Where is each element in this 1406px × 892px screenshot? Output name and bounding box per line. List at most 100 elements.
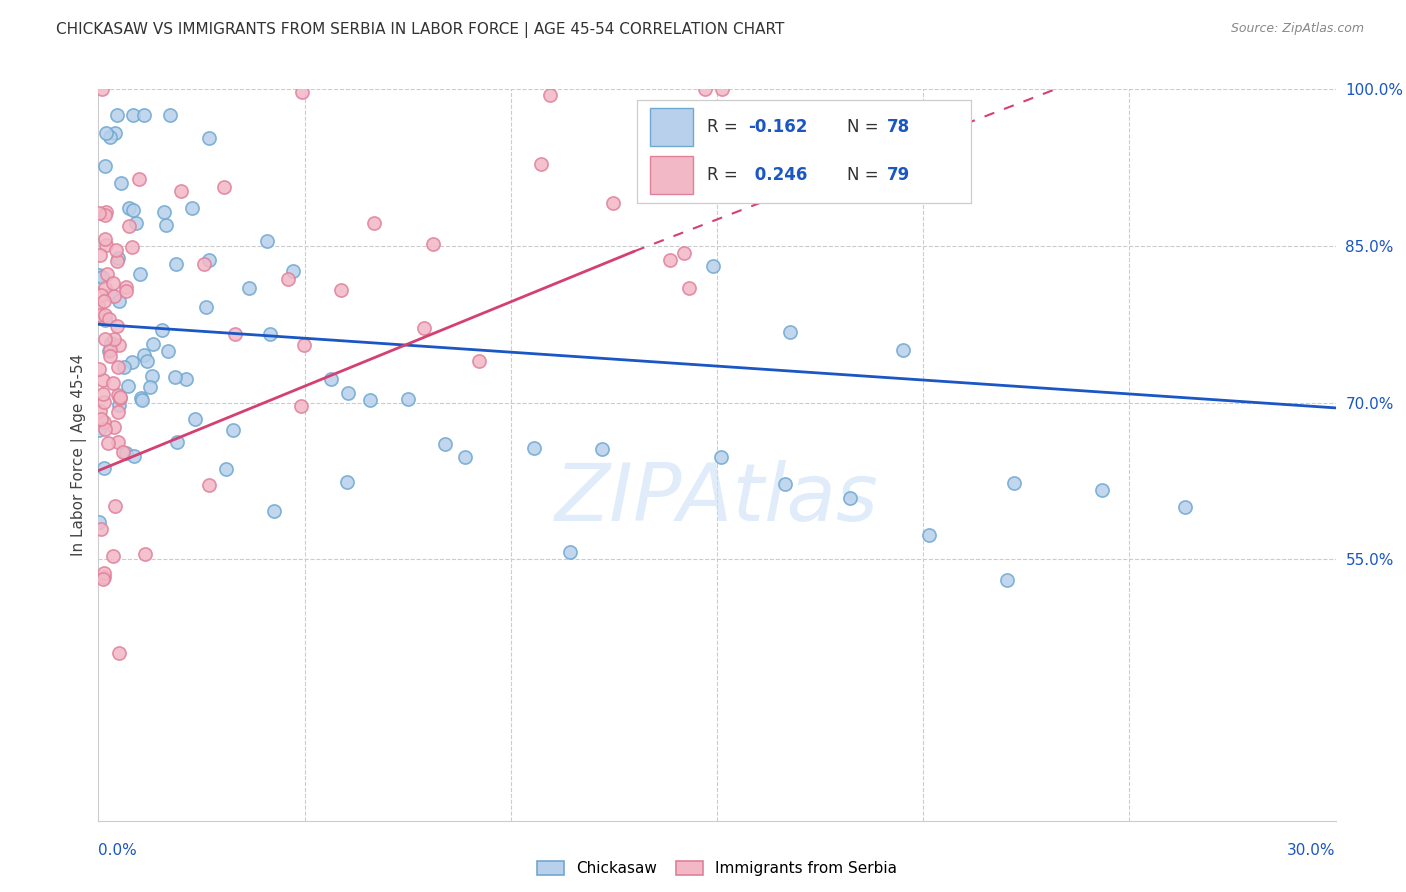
Point [105,108,128,122]
Point [197,131,219,145]
Point [170,184,193,198]
Point [259,327,281,342]
Point [112,444,135,458]
Point [108,390,131,404]
Point [100,336,122,351]
Point [702,259,724,273]
Point [87,206,110,220]
Point [87,423,110,437]
Point [93,395,115,409]
Point [107,337,129,351]
Point [538,88,561,103]
Point [152,204,174,219]
Point [434,437,457,451]
Point [118,201,141,215]
Point [422,236,444,251]
Point [181,202,204,216]
Point [773,477,796,491]
Point [1002,475,1025,490]
Point [100,287,122,301]
Text: Source: ZipAtlas.com: Source: ZipAtlas.com [1230,22,1364,36]
Point [139,380,162,394]
Point [96,204,118,219]
Point [672,246,695,260]
Point [107,434,129,449]
Point [396,392,419,406]
Point [93,232,115,246]
Point [129,267,152,281]
Point [678,281,700,295]
Point [291,85,314,99]
Point [101,276,124,290]
Point [93,570,115,584]
Point [467,354,489,368]
Point [122,203,145,218]
Point [319,372,342,386]
Point [103,376,125,390]
Point [330,283,353,297]
Point [129,391,152,405]
Point [838,491,860,505]
Point [166,434,188,449]
Point [711,82,734,96]
Point [110,176,132,190]
Point [155,218,177,232]
Point [91,572,114,586]
Point [134,547,156,561]
Point [107,359,129,374]
Point [94,208,117,222]
Point [93,373,115,387]
Point [108,391,131,405]
Point [94,159,117,173]
Point [560,545,582,559]
Point [122,108,145,122]
Point [98,130,121,145]
Point [453,450,475,464]
Point [93,293,115,308]
Point [104,243,127,257]
Point [224,327,246,342]
Point [159,108,181,122]
Point [93,415,115,429]
Point [359,392,381,407]
Point [93,566,115,581]
Text: 79: 79 [887,167,911,185]
Point [281,263,304,277]
Point [136,354,159,368]
Point [995,573,1018,587]
Text: ZIPAtlas: ZIPAtlas [555,459,879,538]
Point [121,240,143,254]
Text: N =: N = [846,119,884,136]
Point [263,504,285,518]
Point [238,281,260,295]
Point [292,338,315,352]
Point [363,216,385,230]
Point [90,412,112,426]
Point [165,369,187,384]
Point [107,398,129,412]
Point [97,311,120,326]
Point [132,348,155,362]
Point [91,387,114,401]
Point [710,450,733,464]
Point [150,323,173,337]
Text: CHICKASAW VS IMMIGRANTS FROM SERBIA IN LABOR FORCE | AGE 45-54 CORRELATION CHART: CHICKASAW VS IMMIGRANTS FROM SERBIA IN L… [56,22,785,38]
Point [105,253,128,268]
Point [104,126,127,140]
Point [336,475,359,489]
Point [115,284,138,298]
Point [212,180,235,194]
Text: N =: N = [846,167,884,185]
Point [277,271,299,285]
Point [891,343,914,357]
Point [107,251,129,265]
Text: -0.162: -0.162 [748,119,808,136]
Text: 0.246: 0.246 [748,167,807,185]
Point [125,216,148,230]
Point [256,234,278,248]
Point [93,313,115,327]
Point [107,388,129,402]
Point [112,359,135,374]
Point [658,252,681,267]
Point [117,379,139,393]
